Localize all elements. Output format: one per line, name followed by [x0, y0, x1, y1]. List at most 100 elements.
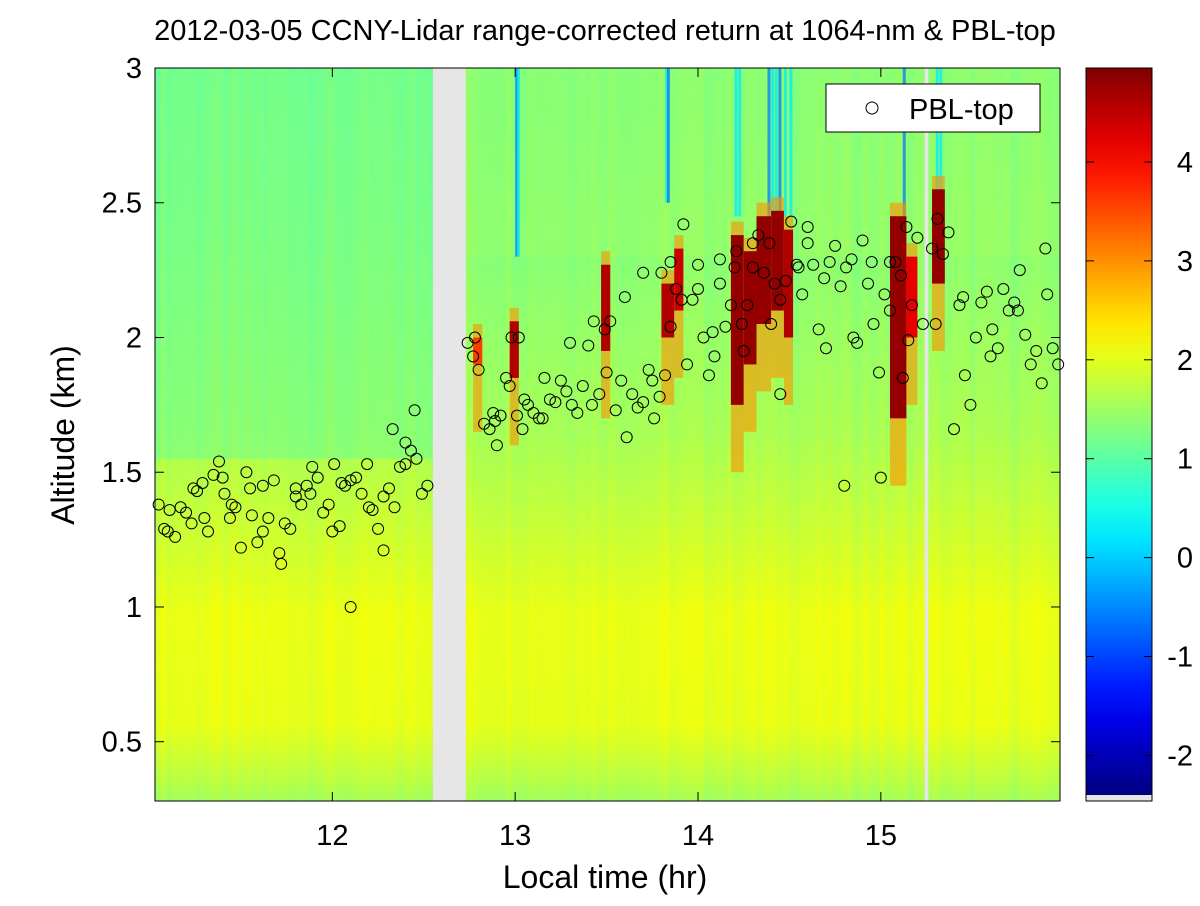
noise-streak: [935, 68, 939, 217]
pbl-top-marker: [637, 266, 650, 279]
data-gaps: [432, 68, 929, 801]
pbl-top-marker: [615, 374, 628, 387]
noise-stripe: [285, 68, 292, 801]
pbl-top-marker: [244, 482, 257, 495]
pbl-top-marker: [719, 320, 732, 333]
noise-stripe: [669, 68, 676, 801]
pbl-top-marker: [538, 371, 551, 384]
noise-stripe: [369, 68, 377, 801]
pbl-top-marker: [163, 503, 176, 516]
pbl-top-marker: [637, 396, 650, 409]
pbl-top-marker: [916, 318, 929, 331]
noise-stripe: [726, 68, 733, 801]
colorbar-tick-label: 2: [1177, 345, 1193, 377]
noise-stripe: [929, 68, 937, 801]
noise-stripe: [799, 68, 806, 801]
pbl-top-marker: [500, 371, 513, 384]
noise-stripe: [635, 68, 642, 801]
pbl-top-marker: [267, 474, 280, 487]
y-tick-label: 2.5: [102, 188, 142, 220]
noise-stripe: [743, 68, 750, 801]
pbl-top-marker: [490, 439, 503, 452]
pbl-top-marker: [350, 471, 363, 484]
noise-streak: [665, 68, 669, 203]
pbl-top-marker: [991, 342, 1004, 355]
noise-stripe: [494, 68, 501, 801]
noise-stripe: [709, 68, 716, 801]
pbl-top-marker: [686, 293, 699, 306]
pbl-top-marker: [383, 482, 396, 495]
noise-stripe: [222, 68, 230, 801]
noise-stripe: [426, 68, 433, 801]
noise-streak: [666, 68, 670, 203]
pbl-top-marker: [713, 277, 726, 290]
pbl-top-marker: [655, 266, 668, 279]
pbl-top-marker: [947, 423, 960, 436]
pbl-top-marker: [752, 229, 765, 242]
pbl-top-marker: [322, 498, 335, 511]
pbl-top-marker: [874, 471, 887, 484]
noise-stripe: [941, 68, 948, 801]
pbl-top-marker: [229, 501, 242, 514]
noise-stripe: [907, 68, 914, 801]
aerosol-plume: [601, 264, 611, 351]
colorbar-scale: [1086, 68, 1152, 795]
noise-stripe: [403, 68, 411, 801]
pbl-top-marker: [812, 323, 825, 336]
aerosol-plume: [906, 256, 918, 338]
pbl-top-marker: [262, 512, 275, 525]
pbl-top-marker: [518, 393, 531, 406]
noise-stripe: [754, 68, 761, 801]
pbl-top-marker: [984, 350, 997, 363]
pbl-top-marker: [335, 477, 348, 490]
pbl-top-marker: [862, 277, 875, 290]
noise-stripe: [398, 68, 405, 801]
pbl-top-marker: [746, 261, 759, 274]
pbl-top-marker: [468, 331, 481, 344]
pbl-top-marker: [818, 272, 831, 285]
pbl-top-marker: [953, 299, 966, 312]
pbl-top-marker: [564, 336, 577, 349]
pbl-top-marker: [883, 304, 896, 317]
pbl-top-marker: [212, 455, 225, 468]
noise-stripe: [811, 68, 818, 801]
noise-stripe: [279, 68, 286, 801]
plume-halo: [473, 324, 483, 432]
noise-stripe: [205, 68, 213, 801]
pbl-top-marker: [234, 541, 247, 554]
noise-stripe: [788, 68, 795, 801]
y-axis-ticks: 0.5 1 1.5 2 2.5 3: [102, 53, 1060, 759]
pbl-top-marker: [393, 460, 406, 473]
pbl-top-marker: [741, 299, 754, 312]
x-tick-label: 15: [865, 820, 897, 852]
pbl-top-marker: [256, 525, 269, 538]
pbl-top-marker: [585, 398, 598, 411]
pbl-top-marker: [245, 509, 258, 522]
pbl-top-marker: [516, 423, 529, 436]
pbl-top-marker: [785, 215, 798, 228]
noise-stripe: [177, 68, 184, 801]
pbl-top-marker: [532, 412, 545, 425]
noise-streak: [767, 68, 771, 217]
pbl-top-marker: [997, 282, 1010, 295]
noise-stripe: [533, 68, 541, 801]
pbl-top-marker: [894, 269, 907, 282]
noise-stripe: [1026, 68, 1033, 801]
noise-stripe: [392, 68, 399, 801]
noise-stripe: [341, 68, 348, 801]
pbl-top-marker: [483, 423, 496, 436]
pbl-top-marker: [692, 258, 704, 271]
pbl-top-marker: [576, 379, 589, 392]
noise-stripe: [347, 68, 354, 801]
pbl-top-marker: [792, 261, 805, 274]
pbl-top-marker: [856, 234, 869, 247]
pbl-top-marker: [964, 398, 977, 411]
pbl-top-marker: [158, 522, 171, 535]
noise-stripe: [596, 68, 603, 801]
pbl-top-marker: [196, 477, 209, 490]
chart-title: 2012-03-05 CCNY-Lidar range-corrected re…: [154, 15, 1056, 47]
pbl-top-marker: [388, 501, 401, 514]
noise-stripe: [714, 68, 722, 801]
